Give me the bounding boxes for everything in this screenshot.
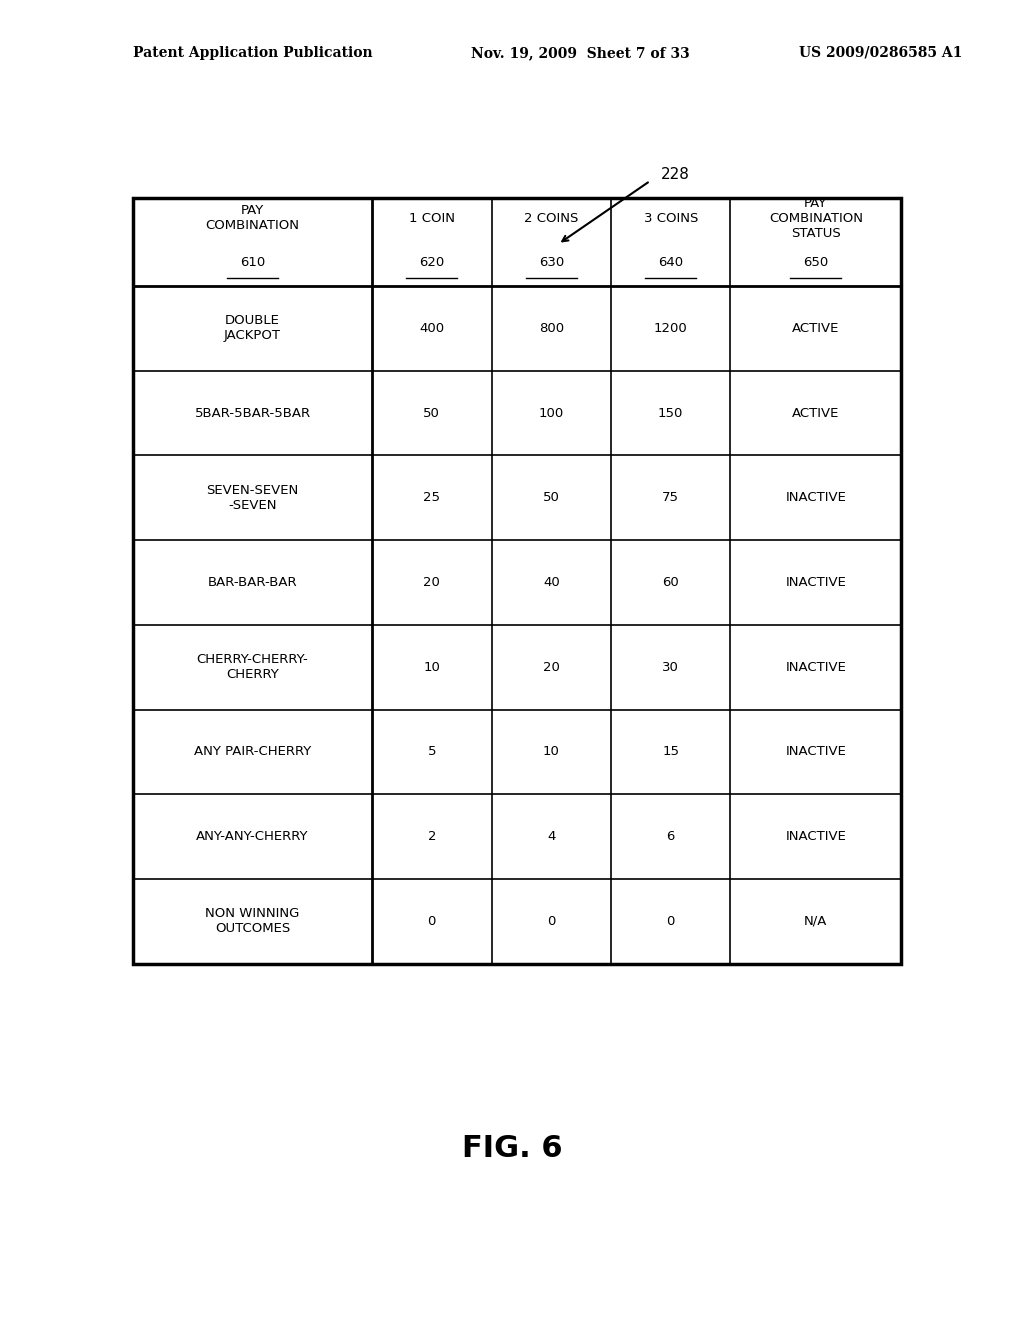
Text: Nov. 19, 2009  Sheet 7 of 33: Nov. 19, 2009 Sheet 7 of 33 [471,46,690,59]
Text: 2: 2 [428,830,436,843]
Text: BAR-BAR-BAR: BAR-BAR-BAR [208,576,297,589]
Text: 610: 610 [240,256,265,269]
Text: 0: 0 [428,915,436,928]
Text: 20: 20 [543,661,560,673]
Text: 30: 30 [663,661,679,673]
Text: ACTIVE: ACTIVE [793,407,840,420]
Text: 620: 620 [419,256,444,269]
Text: INACTIVE: INACTIVE [785,576,846,589]
Text: 10: 10 [543,746,560,759]
Text: INACTIVE: INACTIVE [785,830,846,843]
Text: 100: 100 [539,407,564,420]
Text: N/A: N/A [804,915,827,928]
Text: US 2009/0286585 A1: US 2009/0286585 A1 [799,46,963,59]
Text: 228: 228 [660,166,689,182]
Text: 5BAR-5BAR-5BAR: 5BAR-5BAR-5BAR [195,407,310,420]
Text: DOUBLE
JACKPOT: DOUBLE JACKPOT [224,314,281,342]
Text: PAY
COMBINATION: PAY COMBINATION [206,205,300,232]
Text: 10: 10 [423,661,440,673]
Text: 5: 5 [428,746,436,759]
Text: 75: 75 [663,491,679,504]
Text: 0: 0 [547,915,555,928]
Text: INACTIVE: INACTIVE [785,491,846,504]
Text: 630: 630 [539,256,564,269]
Text: Patent Application Publication: Patent Application Publication [133,46,373,59]
Text: CHERRY-CHERRY-
CHERRY: CHERRY-CHERRY- CHERRY [197,653,308,681]
Bar [133,198,901,964]
Text: 800: 800 [539,322,564,335]
Text: 650: 650 [803,256,828,269]
Text: 0: 0 [667,915,675,928]
Text: 20: 20 [423,576,440,589]
Text: 1200: 1200 [654,322,687,335]
Text: 60: 60 [663,576,679,589]
Text: 50: 50 [423,407,440,420]
Text: 2 COINS: 2 COINS [524,211,579,224]
Text: INACTIVE: INACTIVE [785,661,846,673]
Text: ACTIVE: ACTIVE [793,322,840,335]
Text: FIG. 6: FIG. 6 [462,1134,562,1163]
Text: 6: 6 [667,830,675,843]
Text: 400: 400 [419,322,444,335]
Text: ANY-ANY-CHERRY: ANY-ANY-CHERRY [197,830,309,843]
Text: 1 COIN: 1 COIN [409,211,455,224]
Text: 640: 640 [658,256,683,269]
Text: PAY
COMBINATION
STATUS: PAY COMBINATION STATUS [769,197,863,240]
Text: 25: 25 [423,491,440,504]
Text: SEVEN-SEVEN
-SEVEN: SEVEN-SEVEN -SEVEN [207,484,299,512]
Text: 40: 40 [543,576,560,589]
Text: 3 COINS: 3 COINS [643,211,698,224]
Text: NON WINNING
OUTCOMES: NON WINNING OUTCOMES [206,907,300,936]
Text: INACTIVE: INACTIVE [785,746,846,759]
Text: 150: 150 [658,407,683,420]
Text: ANY PAIR-CHERRY: ANY PAIR-CHERRY [194,746,311,759]
Text: 15: 15 [663,746,679,759]
Text: 4: 4 [547,830,555,843]
Text: 50: 50 [543,491,560,504]
